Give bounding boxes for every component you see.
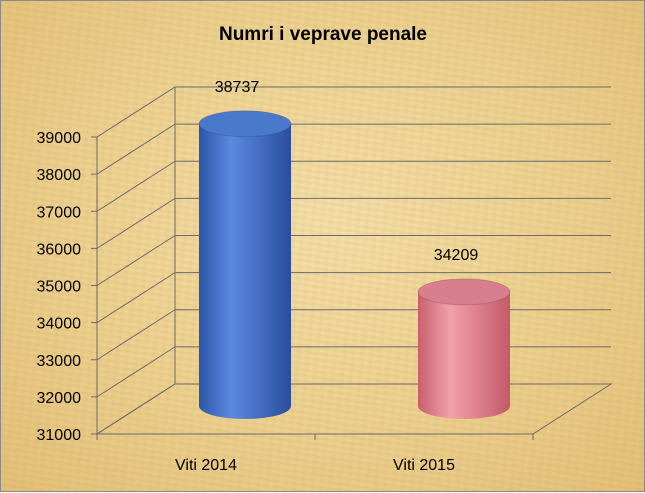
category-label: Viti 2014 [175, 457, 237, 474]
y-tick-label: 38000 [37, 167, 82, 184]
y-tick-label: 31000 [37, 427, 82, 444]
y-tick-label: 36000 [37, 241, 82, 258]
bar-top [417, 278, 511, 306]
chart-title: Numri i veprave penale [219, 24, 427, 45]
bar-body [418, 291, 510, 419]
y-tick-label: 35000 [37, 279, 82, 296]
gridline-side [96, 86, 176, 138]
data-label: 38737 [215, 79, 260, 96]
bar [198, 110, 292, 419]
gridline-side [96, 309, 176, 361]
y-tick-labels: 31000 32000 33000 34000 35000 36000 37000 38000… [37, 130, 82, 444]
category-labels: Viti 2014 Viti 2015 [175, 457, 455, 474]
gridline-side [96, 160, 176, 212]
gridline-side [96, 235, 176, 286]
bars [198, 110, 511, 419]
bar [417, 278, 511, 419]
data-label: 34209 [434, 247, 479, 264]
y-tick-label: 34000 [37, 316, 82, 333]
gridline-side [96, 197, 176, 249]
gridline-side [96, 272, 176, 324]
floor [95, 383, 613, 435]
bar-top [198, 110, 292, 138]
data-labels: 38737 34209 [215, 79, 479, 264]
y-tick-label: 32000 [37, 390, 82, 407]
gridline-side [96, 123, 176, 175]
gridlines [96, 86, 611, 435]
y-tick-label: 37000 [37, 204, 82, 221]
bar-body [199, 123, 291, 419]
gridline-side [96, 346, 176, 398]
axes [91, 87, 613, 440]
y-tick-label: 33000 [37, 353, 82, 370]
y-tick-label: 39000 [37, 130, 82, 147]
category-label: Viti 2015 [393, 457, 455, 474]
